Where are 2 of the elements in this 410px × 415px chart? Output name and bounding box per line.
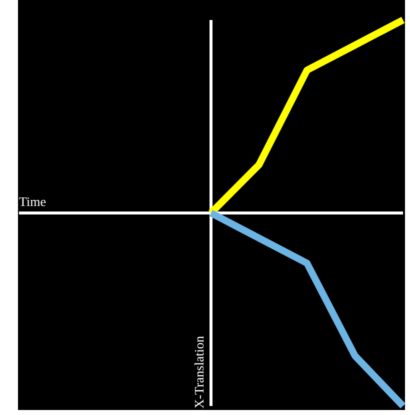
y-axis-title: X-Translation xyxy=(192,336,206,408)
text: Time xyxy=(19,194,46,209)
